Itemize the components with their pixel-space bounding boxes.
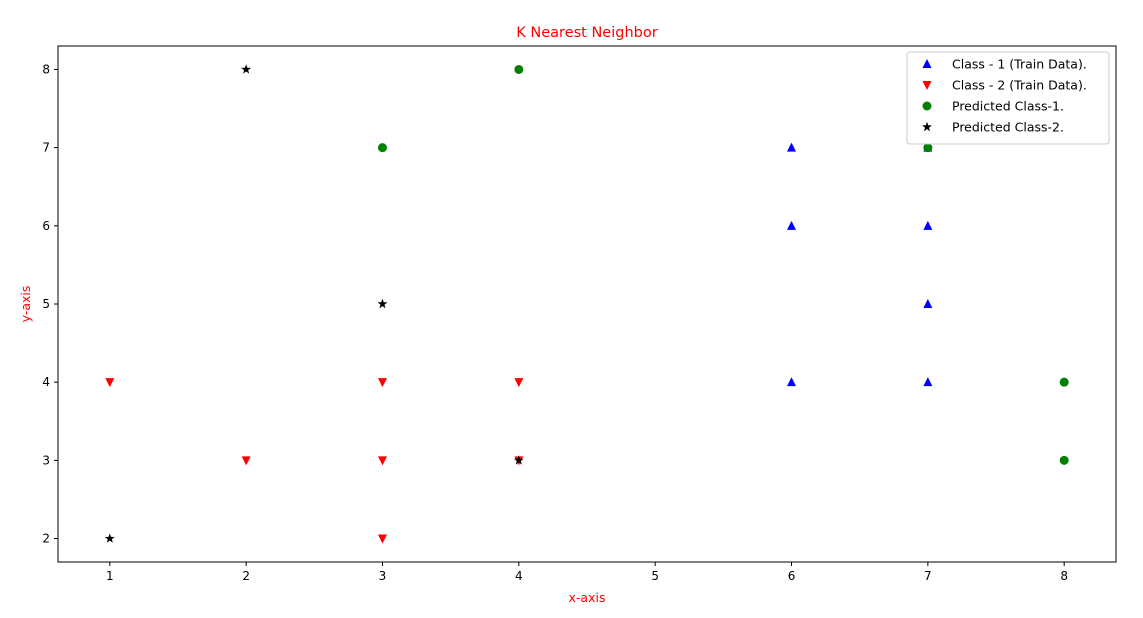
legend: Class - 1 (Train Data). Class - 2 (Train … xyxy=(906,51,1110,145)
series-3-point xyxy=(377,143,387,153)
x-axis-label: x-axis xyxy=(569,590,606,605)
y-tick-label: 8 xyxy=(42,62,50,76)
x-tick-label: 6 xyxy=(788,569,796,583)
series-3-point xyxy=(923,143,933,153)
chart-title: K Nearest Neighbor xyxy=(516,25,657,41)
series-2-point xyxy=(377,534,387,544)
legend-label: Predicted Class-1. xyxy=(952,99,1064,114)
series-1-point xyxy=(787,142,797,152)
series-2-point xyxy=(514,378,524,388)
legend-box xyxy=(906,51,1110,145)
series-4-point xyxy=(241,64,252,74)
series-2-point xyxy=(377,456,387,466)
legend-label: Predicted Class-2. xyxy=(952,120,1064,135)
legend-marker xyxy=(922,81,932,90)
y-tick-label: 2 xyxy=(42,532,50,546)
series-4-point xyxy=(104,533,115,543)
y-tick-label: 6 xyxy=(42,219,50,233)
series-4-point xyxy=(377,298,388,309)
legend-label: Class - 1 (Train Data). xyxy=(952,57,1087,72)
series-3-point xyxy=(1059,455,1069,465)
series-1-point xyxy=(923,220,933,230)
series-3-point xyxy=(1059,377,1069,387)
y-tick-label: 3 xyxy=(42,453,50,467)
x-tick-label: 3 xyxy=(379,569,387,583)
series-2-point xyxy=(105,378,115,388)
x-tick-label: 2 xyxy=(242,569,250,583)
series-3-point xyxy=(514,64,524,74)
x-tick-label: 1 xyxy=(106,569,114,583)
x-tick-label: 5 xyxy=(651,569,659,583)
series-1-point xyxy=(787,377,797,387)
series-4-point xyxy=(513,455,524,465)
series-1-point xyxy=(787,220,797,230)
x-tick-label: 4 xyxy=(515,569,523,583)
x-axis-ticks: 1 2 3 4 5 6 7 8 xyxy=(106,562,1068,583)
y-tick-label: 7 xyxy=(42,141,50,155)
data-points xyxy=(104,64,1069,544)
legend-marker xyxy=(922,101,932,111)
series-1-point xyxy=(923,299,933,308)
y-tick-label: 4 xyxy=(42,375,50,389)
y-tick-label: 5 xyxy=(42,297,50,311)
legend-label: Class - 2 (Train Data). xyxy=(952,78,1087,93)
y-axis-label: y-axis xyxy=(18,286,33,323)
series-2-point xyxy=(241,456,251,466)
series-2-point xyxy=(377,378,387,388)
plot-area-frame xyxy=(57,45,1117,563)
legend-marker xyxy=(922,121,932,132)
series-1-point xyxy=(923,377,933,387)
y-axis-ticks: 2 3 4 5 6 7 8 xyxy=(42,62,58,546)
x-tick-label: 8 xyxy=(1060,569,1068,583)
x-tick-label: 7 xyxy=(924,569,932,583)
legend-marker xyxy=(922,59,932,68)
